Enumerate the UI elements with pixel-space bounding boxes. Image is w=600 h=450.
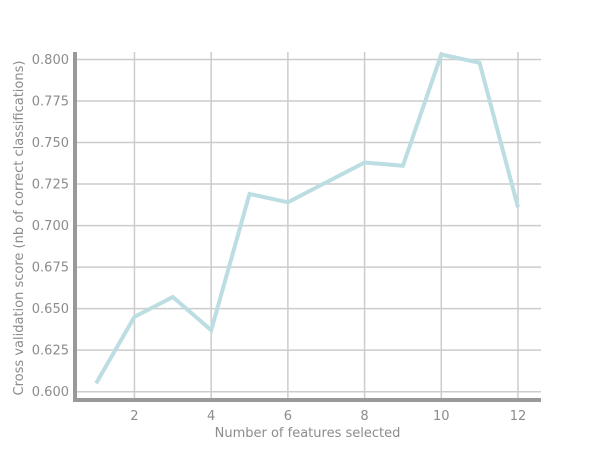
y-tick-label: 0.775 <box>32 95 69 110</box>
y-tick-label: 0.650 <box>32 302 69 317</box>
grid-lines <box>75 52 541 400</box>
x-tick-label: 8 <box>360 409 368 424</box>
y-tick-label: 0.675 <box>32 261 69 276</box>
x-tick-label: 2 <box>130 409 138 424</box>
x-tick-label: 6 <box>284 409 292 424</box>
x-tick-label: 12 <box>510 409 527 424</box>
y-tick-label: 0.700 <box>32 219 69 234</box>
axes <box>73 52 541 402</box>
series-line <box>94 52 520 385</box>
y-tick-label: 0.600 <box>32 385 69 400</box>
x-tick-label: 4 <box>207 409 215 424</box>
x-axis-title: Number of features selected <box>215 426 401 441</box>
tick-labels: 0.600 0.625 0.650 0.675 0.700 0.725 0.750 0.775… <box>32 53 526 424</box>
y-axis-title: Cross validation score (nb of correct cl… <box>12 61 27 396</box>
y-tick-label: 0.800 <box>32 53 69 68</box>
x-tick-label: 10 <box>433 409 450 424</box>
y-tick-label: 0.725 <box>32 178 69 193</box>
series-layer <box>94 52 520 385</box>
y-tick-label: 0.625 <box>32 344 69 359</box>
y-tick-label: 0.750 <box>32 136 69 151</box>
